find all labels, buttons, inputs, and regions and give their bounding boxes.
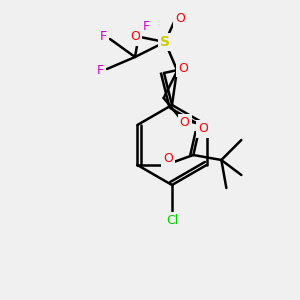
Text: O: O bbox=[175, 11, 185, 25]
Text: F: F bbox=[99, 31, 106, 44]
Text: S: S bbox=[160, 35, 170, 49]
Text: O: O bbox=[178, 61, 188, 74]
Text: O: O bbox=[130, 31, 140, 44]
Text: Cl: Cl bbox=[166, 214, 178, 227]
Text: O: O bbox=[198, 122, 208, 136]
Text: O: O bbox=[164, 152, 173, 166]
Text: O: O bbox=[180, 116, 190, 130]
Text: F: F bbox=[142, 20, 150, 32]
Text: F: F bbox=[96, 64, 103, 77]
